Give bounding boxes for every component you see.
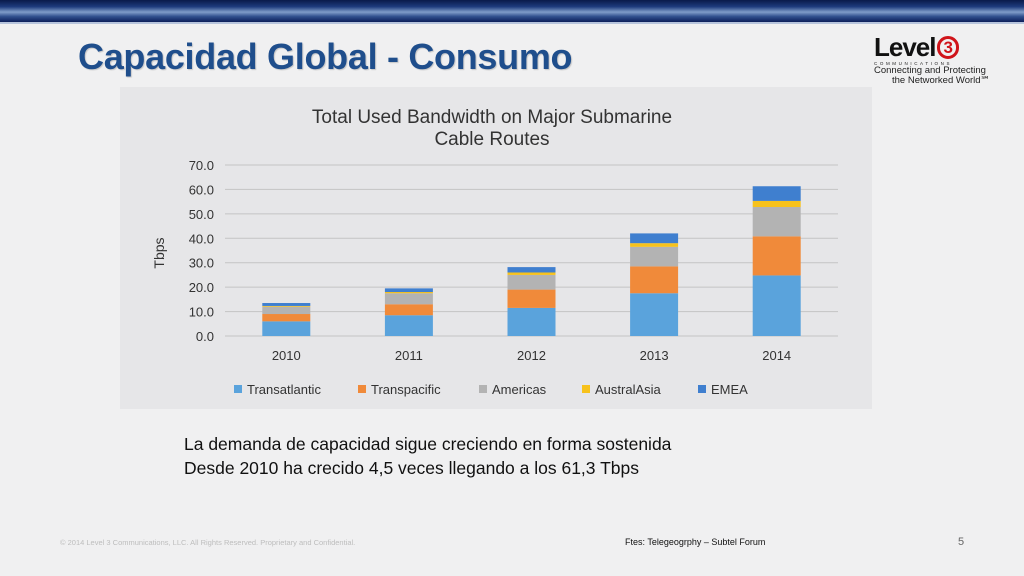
- x-tick-labels: 2010 2011 2012 2013 2014: [272, 348, 791, 363]
- y-axis-label: Tbps: [151, 237, 167, 268]
- bar-segment: [262, 305, 311, 307]
- y-tick-label: 30.0: [189, 256, 214, 271]
- y-tick-label: 0.0: [196, 329, 214, 344]
- bar-segment: [630, 233, 679, 244]
- x-tick-label: 2013: [640, 348, 669, 363]
- bar-segment: [752, 200, 801, 208]
- legend-label: AustralAsia: [595, 382, 662, 397]
- chart-panel: Total Used Bandwidth on Major Submarine …: [120, 87, 872, 409]
- legend-label: Transatlantic: [247, 382, 321, 397]
- legend-swatch: [698, 385, 706, 393]
- legend: Transatlantic Transpacific Americas Austral…: [234, 382, 748, 397]
- bar-segment: [630, 266, 679, 294]
- bar-segment: [507, 274, 556, 290]
- logo-wordmark: Level 3: [874, 34, 1004, 60]
- caption-line-1: La demanda de capacidad sigue creciendo …: [184, 434, 672, 454]
- chart-title-line-2: Cable Routes: [434, 129, 549, 150]
- logo-tagline-2: the Networked World℠: [892, 75, 991, 86]
- y-tick-label: 40.0: [189, 231, 214, 246]
- bar-segment: [262, 321, 311, 336]
- y-tick-label: 70.0: [189, 158, 214, 173]
- copyright-notice: © 2014 Level 3 Communications, LLC. All …: [60, 538, 356, 547]
- bar-segment: [507, 267, 556, 273]
- bar-segment: [507, 307, 556, 336]
- top-banner: [0, 0, 1024, 24]
- legend-swatch: [479, 385, 487, 393]
- bar-segment: [384, 315, 433, 336]
- level3-logo: Level 3 COMMUNICATIONS Connecting and Pro…: [874, 34, 1004, 88]
- x-tick-label: 2010: [272, 348, 301, 363]
- bar-segment: [752, 275, 801, 336]
- y-tick-labels: 0.0 10.0 20.0 30.0 40.0 50.0 60.0 70.0: [189, 158, 214, 344]
- bar-segment: [384, 293, 433, 305]
- y-tick-label: 50.0: [189, 207, 214, 222]
- bar-segment: [507, 289, 556, 308]
- legend-label: Americas: [492, 382, 547, 397]
- x-tick-label: 2012: [517, 348, 546, 363]
- caption-line-2: Desde 2010 ha crecido 4,5 veces llegando…: [184, 458, 639, 478]
- y-tick-label: 20.0: [189, 280, 214, 295]
- legend-swatch: [358, 385, 366, 393]
- legend-label: Transpacific: [371, 382, 441, 397]
- legend-swatch: [234, 385, 242, 393]
- x-tick-label: 2011: [395, 348, 423, 363]
- bandwidth-chart: Total Used Bandwidth on Major Submarine …: [151, 107, 838, 397]
- bar-segment: [262, 314, 311, 322]
- y-tick-label: 60.0: [189, 182, 214, 197]
- bar-segment: [630, 293, 679, 336]
- legend-label: EMEA: [711, 382, 748, 397]
- bar-segment: [752, 236, 801, 276]
- bar-segment: [630, 243, 679, 247]
- source-note: Ftes: Telegeogrphy – Subtel Forum: [625, 537, 766, 547]
- logo-sub: COMMUNICATIONS: [874, 61, 953, 66]
- slide-caption: La demanda de capacidad sigue creciendo …: [184, 432, 671, 480]
- bar-segment: [752, 186, 801, 201]
- x-tick-label: 2014: [762, 348, 791, 363]
- slide-title: Capacidad Global - Consumo: [78, 36, 573, 77]
- logo-number: 3: [936, 36, 959, 59]
- bar-segment: [384, 288, 433, 293]
- bar-segment: [630, 246, 679, 267]
- legend-swatch: [582, 385, 590, 393]
- bar-segment: [507, 272, 556, 275]
- bars: [262, 186, 801, 336]
- y-tick-label: 10.0: [189, 305, 214, 320]
- chart-title-line-1: Total Used Bandwidth on Major Submarine: [312, 107, 672, 128]
- logo-word: Level: [874, 32, 936, 62]
- bar-segment: [384, 304, 433, 316]
- page-number: 5: [958, 536, 965, 548]
- logo-tagline-1: Connecting and Protecting: [874, 65, 986, 76]
- bar-segment: [262, 303, 311, 306]
- bar-segment: [384, 292, 433, 294]
- bar-segment: [752, 207, 801, 237]
- bar-segment: [262, 306, 311, 315]
